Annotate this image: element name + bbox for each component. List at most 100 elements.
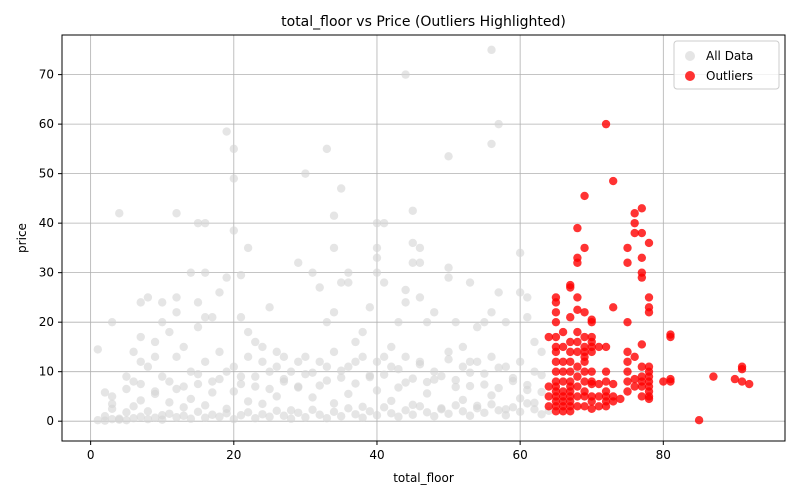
data-point-all-data — [494, 406, 503, 415]
data-point-all-data — [465, 278, 475, 287]
data-point-all-data — [193, 218, 203, 228]
data-point-all-data — [265, 303, 274, 312]
data-point-all-data — [136, 298, 145, 307]
data-point-all-data — [322, 317, 332, 327]
data-point-all-data — [501, 411, 511, 420]
data-point-outlier — [630, 228, 639, 238]
data-point-all-data — [150, 337, 160, 347]
data-point-outlier — [587, 397, 596, 406]
data-point-all-data — [136, 412, 145, 421]
data-point-outlier — [637, 228, 647, 238]
data-point-all-data — [215, 288, 224, 297]
data-point-all-data — [372, 218, 382, 228]
data-point-outlier — [601, 342, 611, 352]
data-point-all-data — [408, 400, 417, 410]
data-point-outlier — [608, 397, 618, 406]
legend-label-outliers: Outliers — [706, 69, 753, 83]
data-point-all-data — [272, 406, 281, 415]
data-point-all-data — [208, 313, 217, 322]
data-point-all-data — [344, 362, 353, 371]
data-point-outlier — [623, 258, 632, 267]
data-point-all-data — [236, 411, 246, 420]
data-point-all-data — [365, 407, 375, 416]
data-point-all-data — [387, 342, 396, 352]
data-point-outlier — [573, 258, 582, 267]
data-point-all-data — [515, 407, 525, 416]
data-point-all-data — [408, 238, 417, 248]
data-point-all-data — [401, 285, 410, 295]
data-point-outlier — [573, 305, 582, 314]
data-point-all-data — [107, 317, 117, 327]
data-point-all-data — [179, 411, 188, 420]
data-point-outlier — [623, 357, 632, 366]
data-point-outlier — [551, 357, 561, 366]
x-tick-label: 60 — [512, 448, 527, 462]
data-point-outlier — [623, 347, 632, 357]
data-point-all-data — [394, 317, 403, 327]
data-point-outlier — [637, 204, 647, 213]
data-point-outlier — [566, 407, 575, 416]
data-point-all-data — [172, 352, 181, 362]
legend-marker-outliers — [685, 71, 695, 81]
data-point-all-data — [186, 414, 196, 423]
data-point-all-data — [444, 355, 453, 364]
data-point-all-data — [229, 144, 239, 154]
data-point-all-data — [243, 352, 253, 362]
data-point-all-data — [158, 317, 167, 327]
data-point-outlier — [666, 377, 675, 386]
data-point-all-data — [508, 403, 518, 412]
data-point-outlier — [587, 317, 596, 327]
y-tick-label: 10 — [39, 365, 54, 379]
data-point-all-data — [387, 362, 396, 371]
data-point-all-data — [351, 337, 360, 347]
plot-area-frame — [61, 34, 786, 442]
data-point-all-data — [122, 384, 131, 394]
data-point-all-data — [394, 412, 403, 421]
x-tick-label: 0 — [87, 448, 95, 462]
data-point-all-data — [229, 362, 239, 371]
data-point-all-data — [208, 388, 217, 397]
data-point-all-data — [301, 169, 310, 178]
data-point-all-data — [315, 283, 324, 292]
data-point-all-data — [122, 416, 131, 425]
data-point-all-data — [272, 362, 281, 371]
data-point-all-data — [308, 368, 317, 377]
data-point-all-data — [329, 308, 339, 317]
data-point-outlier — [737, 365, 747, 374]
data-point-all-data — [422, 377, 432, 387]
data-point-all-data — [537, 347, 546, 357]
data-point-all-data — [115, 209, 124, 218]
data-point-outlier — [630, 374, 639, 384]
data-point-outlier — [623, 377, 632, 386]
data-point-all-data — [129, 402, 138, 411]
data-point-outlier — [644, 394, 654, 404]
data-point-outlier — [616, 394, 625, 404]
data-point-outlier — [608, 176, 618, 186]
data-point-outlier — [558, 367, 568, 376]
data-point-outlier — [551, 332, 561, 342]
data-point-outlier — [730, 374, 740, 384]
data-point-outlier — [666, 332, 675, 342]
data-point-all-data — [286, 414, 296, 423]
data-point-all-data — [294, 357, 303, 366]
data-point-all-data — [430, 367, 439, 376]
data-point-all-data — [444, 152, 453, 161]
data-point-all-data — [408, 374, 417, 383]
data-point-all-data — [107, 415, 117, 424]
data-point-all-data — [336, 373, 346, 382]
data-point-all-data — [322, 414, 332, 423]
data-point-outlier — [551, 407, 561, 416]
data-point-outlier — [623, 317, 632, 327]
data-point-outlier — [566, 347, 575, 357]
data-point-all-data — [179, 342, 188, 352]
data-point-all-data — [351, 379, 360, 388]
data-point-all-data — [458, 395, 468, 405]
data-point-all-data — [301, 413, 310, 422]
data-point-all-data — [315, 381, 324, 390]
data-point-all-data — [107, 404, 117, 414]
data-point-all-data — [100, 416, 110, 425]
data-point-outlier — [573, 372, 582, 381]
data-point-all-data — [472, 404, 482, 413]
data-point-all-data — [150, 352, 160, 362]
data-point-outlier — [694, 416, 704, 425]
